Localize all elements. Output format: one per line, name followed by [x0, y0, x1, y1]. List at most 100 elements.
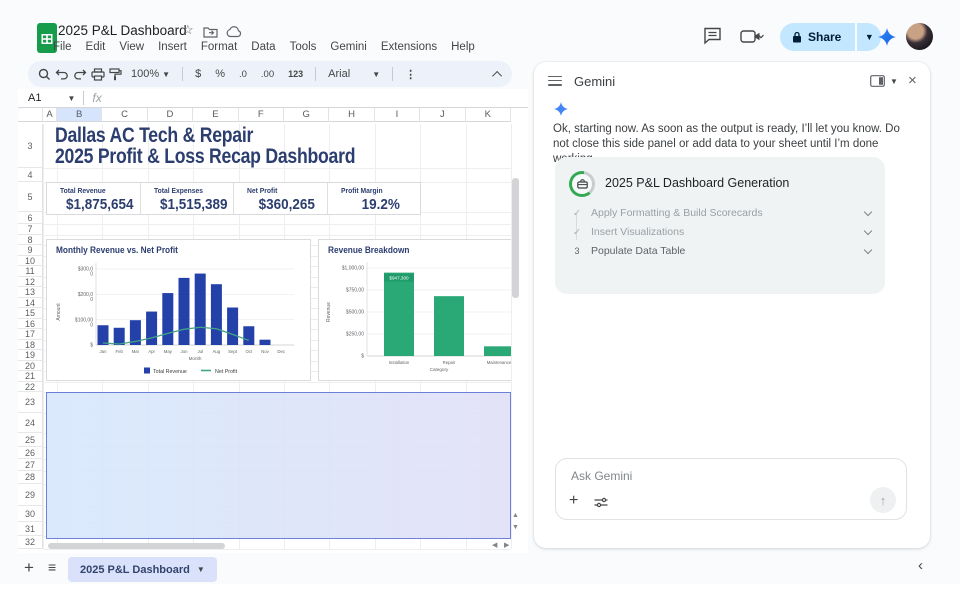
avatar[interactable] [906, 23, 933, 50]
row-number-15[interactable]: 15 [18, 308, 43, 319]
row-number-29[interactable]: 29 [18, 484, 43, 506]
tab-caret-icon[interactable]: ▼ [196, 565, 205, 574]
gemini-spark-icon[interactable] [878, 28, 896, 46]
row-number-11[interactable]: 11 [18, 266, 43, 277]
format-percent-icon[interactable]: % [215, 68, 225, 80]
print-icon[interactable] [91, 67, 105, 81]
send-icon[interactable]: ↑ [870, 487, 896, 513]
row-number-32[interactable]: 32 [18, 536, 43, 549]
number-format-icon[interactable]: 123 [288, 69, 304, 79]
menu-format[interactable]: Format [200, 41, 238, 53]
row-number-25[interactable]: 25 [18, 433, 43, 447]
row-number-23[interactable]: 23 [18, 392, 43, 413]
close-icon[interactable]: × [908, 72, 917, 89]
menu-data[interactable]: Data [251, 41, 276, 53]
row-number-18[interactable]: 18 [18, 339, 43, 350]
corner-box[interactable] [18, 108, 43, 122]
scroll-right-icon[interactable]: ▶ [504, 542, 510, 549]
redo-icon[interactable] [73, 68, 87, 80]
chevron-down-icon[interactable] [863, 226, 873, 235]
task-step-3[interactable]: 3 Populate Data Table [571, 243, 873, 259]
row-number-24[interactable]: 24 [18, 413, 43, 433]
row-number-20[interactable]: 20 [18, 360, 43, 371]
scroll-up-icon[interactable]: ▲ [512, 512, 519, 519]
menu-extensions[interactable]: Extensions [380, 41, 438, 53]
share-button[interactable]: Share ▼ [780, 23, 882, 51]
selected-range-overlay[interactable] [46, 392, 511, 539]
chart-monthly-revenue-vs-net-profit[interactable]: Monthly Revenue vs. Net Profit $ $100,00 0… [46, 239, 311, 381]
share-caret-icon[interactable]: ▼ [857, 23, 882, 51]
row-number-8[interactable]: 8 [18, 234, 43, 245]
tune-icon[interactable] [594, 497, 608, 508]
chart-revenue-breakdown[interactable]: Revenue Breakdown $ $250,00 $500,00 $750,00… [318, 239, 511, 381]
row-number-16[interactable]: 16 [18, 318, 43, 329]
row-number-10[interactable]: 10 [18, 255, 43, 266]
row-number-22[interactable]: 22 [18, 381, 43, 392]
row-number-6[interactable]: 6 [18, 212, 43, 224]
all-sheets-icon[interactable]: ≡ [48, 559, 57, 575]
panel-caret-icon[interactable]: ▼ [890, 77, 898, 86]
column-header-A[interactable]: A [43, 108, 57, 122]
column-header-K[interactable]: K [465, 108, 511, 122]
star-icon[interactable]: ☆ [182, 22, 194, 37]
column-header-F[interactable]: F [238, 108, 284, 122]
row-number-4[interactable]: 4 [18, 168, 43, 182]
chevron-down-icon[interactable] [863, 245, 873, 254]
video-call-icon[interactable] [740, 29, 770, 45]
scroll-down-icon[interactable]: ▼ [512, 524, 519, 531]
add-sheet-icon[interactable]: + [24, 558, 34, 577]
column-header-H[interactable]: H [329, 108, 375, 122]
row-number-28[interactable]: 28 [18, 471, 43, 484]
move-folder-icon[interactable] [203, 26, 218, 38]
row-number-7[interactable]: 7 [18, 224, 43, 235]
format-currency-icon[interactable]: $ [195, 68, 202, 80]
column-header-B[interactable]: B [57, 108, 103, 122]
collapse-toolbar-icon[interactable] [492, 70, 503, 81]
plus-icon[interactable]: + [569, 492, 579, 509]
panel-layout-icon[interactable] [870, 75, 885, 87]
ask-gemini-input[interactable] [571, 469, 791, 483]
row-number-9[interactable]: 9 [18, 245, 43, 256]
doc-title[interactable]: 2025 P&L Dashboard [58, 23, 187, 38]
column-header-J[interactable]: J [420, 108, 466, 122]
row-number-19[interactable]: 19 [18, 350, 43, 361]
dashboard-title-cell[interactable]: Dallas AC Tech & Repair 2025 Profit & Lo… [55, 125, 412, 167]
cloud-status-icon[interactable] [226, 26, 242, 38]
more-icon[interactable]: ⋮ [405, 68, 417, 81]
name-box[interactable]: A1 [28, 92, 42, 104]
increase-decimal-icon[interactable]: .00 [260, 68, 275, 80]
task-step-1[interactable]: ✓ Apply Formatting & Build Scorecards [571, 205, 873, 221]
row-number-26[interactable]: 26 [18, 447, 43, 459]
scroll-left-icon[interactable]: ◀ [492, 542, 498, 549]
name-box-caret-icon[interactable]: ▼ [67, 93, 76, 103]
collapse-right-icon[interactable]: ‹ [918, 557, 923, 574]
column-header-C[interactable]: C [102, 108, 148, 122]
column-header-D[interactable]: D [147, 108, 194, 122]
sheet-tab-active[interactable]: 2025 P&L Dashboard ▼ [68, 557, 217, 582]
menu-file[interactable]: File [53, 41, 72, 53]
row-number-3[interactable]: 3 [18, 124, 43, 168]
row-number-13[interactable]: 13 [18, 287, 43, 298]
hamburger-icon[interactable] [548, 73, 562, 88]
row-number-17[interactable]: 17 [18, 329, 43, 340]
column-header-I[interactable]: I [374, 108, 421, 122]
menu-help[interactable]: Help [451, 41, 475, 53]
sheets-logo[interactable] [30, 21, 64, 55]
search-icon[interactable] [38, 68, 51, 81]
horizontal-scrollbar[interactable] [48, 543, 225, 549]
row-number-31[interactable]: 31 [18, 522, 43, 536]
undo-icon[interactable] [55, 68, 69, 80]
menu-tools[interactable]: Tools [289, 41, 317, 53]
font-select[interactable]: Arial ▼ [328, 68, 381, 80]
chevron-down-icon[interactable] [863, 207, 873, 216]
task-step-2[interactable]: ✓ Insert Visualizations [571, 224, 873, 240]
menu-edit[interactable]: Edit [85, 41, 106, 53]
column-header-E[interactable]: E [193, 108, 239, 122]
row-number-12[interactable]: 12 [18, 276, 43, 287]
menu-insert[interactable]: Insert [158, 41, 187, 53]
zoom-select[interactable]: 100% ▼ [131, 68, 171, 80]
scorecard-strip[interactable]: Total Revenue $1,875,654 Total Expenses … [46, 182, 421, 215]
menu-gemini[interactable]: Gemini [330, 41, 367, 53]
comment-icon[interactable] [703, 27, 723, 45]
paint-format-icon[interactable] [109, 67, 122, 81]
